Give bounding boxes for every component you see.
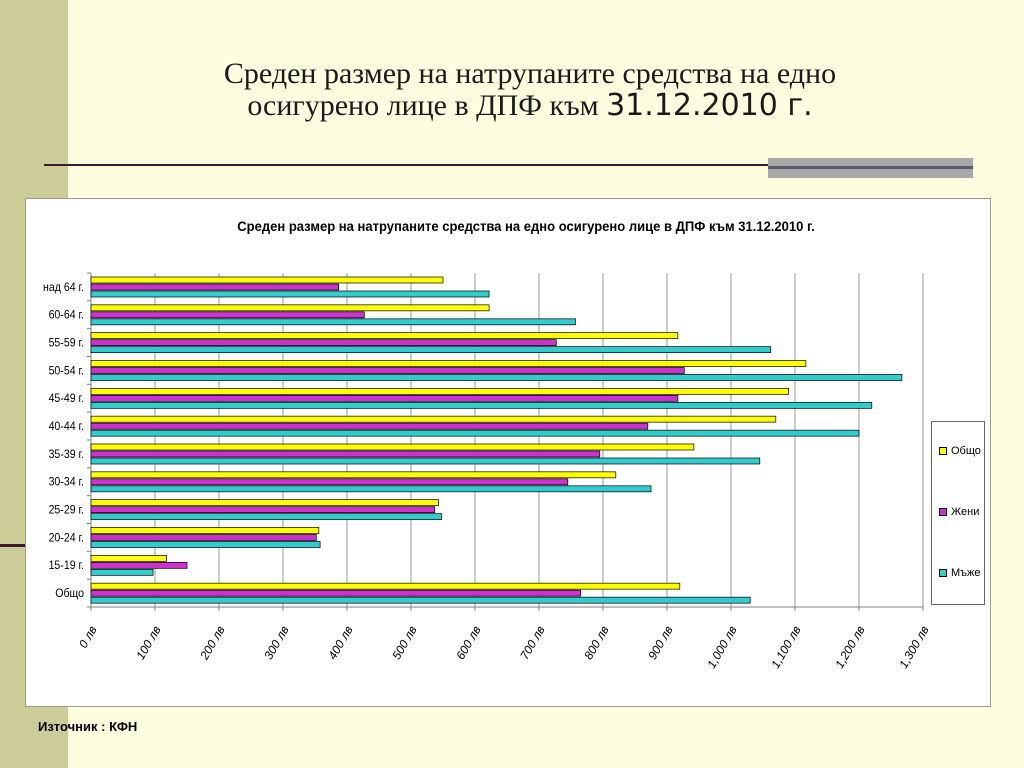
legend-swatch-zheni (939, 508, 947, 516)
bar-mazhe (90, 374, 903, 381)
bar-obshto (90, 415, 777, 423)
bar-obshto (90, 499, 439, 507)
bar-zheni (90, 394, 679, 402)
bar-mazhe (90, 541, 321, 548)
bar-obshto (90, 332, 679, 340)
bar-zheni (90, 283, 340, 291)
category-label: 45-49 г. (49, 393, 84, 406)
slide-title: Среден размер на натрупаните средства на… (90, 58, 970, 122)
bar-zheni (90, 506, 436, 514)
category-label: 50-54 г. (49, 365, 84, 378)
category-label: 40-44 г. (49, 421, 84, 434)
slide-title-line2-text: осигурено лице в ДПФ към (247, 89, 607, 122)
bar-mazhe (90, 485, 652, 493)
category-label: 15-19 г. (49, 560, 84, 573)
title-divider-grey-line (768, 166, 973, 169)
slide-title-line1: Среден размер на натрупаните средства на… (223, 57, 837, 90)
legend-swatch-obshto (939, 447, 947, 455)
chart-legend: Общо Жени Мъже (931, 421, 985, 605)
x-tick-label: 0 лв (76, 624, 100, 651)
legend-label-zheni: Жени (951, 506, 980, 518)
bar-zheni (90, 339, 557, 347)
bar-obshto (90, 471, 617, 479)
bar-mazhe (90, 457, 761, 465)
category-label: 30-34 г. (49, 476, 84, 489)
legend-item-mazhe: Мъже (939, 567, 981, 579)
bar-obshto (90, 276, 444, 284)
x-tick-label: 100 лв (133, 624, 163, 663)
bar-mazhe (90, 513, 443, 521)
legend-label-mazhe: Мъже (951, 567, 981, 579)
x-tick-label: 400 лв (325, 624, 355, 663)
legend-label-obshto: Общо (951, 445, 981, 457)
bar-zheni (90, 534, 317, 541)
bar-mazhe (90, 596, 751, 604)
bar-obshto (90, 387, 789, 395)
bar-obshto (90, 360, 807, 367)
x-tick-label: 1,000 лв (704, 624, 739, 671)
bar-obshto (90, 443, 695, 451)
x-tick-label: 1,200 лв (832, 624, 867, 671)
title-divider (44, 164, 772, 166)
bar-mazhe (90, 290, 490, 298)
bar-mazhe (90, 429, 860, 437)
category-label: 55-59 г. (49, 337, 84, 350)
bar-zheni (90, 478, 569, 486)
bar-zheni (90, 367, 685, 374)
bar-zheni (90, 422, 649, 430)
category-label: Общо (55, 588, 84, 601)
x-tick-label: 900 лв (645, 624, 675, 663)
bar-obshto (90, 554, 167, 562)
bar-mazhe (90, 346, 772, 354)
category-label: над 64 г. (43, 281, 84, 294)
chart-title: Среден размер на натрупаните средства на… (237, 218, 815, 234)
slide-title-date: 31.12.2010 г. (606, 88, 813, 123)
slide-title-line2: осигурено лице в ДПФ към 31.12.2010 г. (90, 90, 970, 122)
legend-item-obshto: Общо (939, 445, 981, 457)
left-accent-rule (0, 544, 26, 547)
bar-zheni (90, 450, 601, 458)
legend-item-zheni: Жени (939, 506, 979, 518)
category-label: 60-64 г. (49, 309, 84, 322)
bar-obshto (90, 582, 681, 590)
source-note: Източник : КФН (38, 719, 138, 734)
bar-mazhe (90, 401, 873, 409)
x-tick-label: 1,100 лв (768, 624, 803, 671)
x-tick-label: 700 лв (517, 624, 547, 663)
bar-chart: над 64 г. 60-64 г. 55-59 г. 50-54 г. 45-49 г… (43, 272, 932, 671)
x-tick-label: 300 лв (261, 624, 291, 663)
bar-obshto (90, 304, 490, 312)
x-tick-label: 200 лв (197, 624, 228, 663)
x-tick-label: 800 лв (581, 624, 611, 663)
bar-mazhe (90, 568, 154, 576)
x-tick-label: 1,300 лв (896, 624, 931, 671)
legend-swatch-mazhe (939, 569, 947, 577)
bar-zheni (90, 311, 365, 319)
category-label: 20-24 г. (49, 532, 84, 545)
x-tick-label: 500 лв (389, 624, 419, 663)
bar-zheni (90, 589, 581, 597)
bar-mazhe (90, 318, 576, 326)
bar-zheni (90, 561, 188, 569)
bar-obshto (90, 527, 320, 534)
x-tick-label: 600 лв (453, 624, 483, 663)
chart-frame: над 64 г. 60-64 г. 55-59 г. 50-54 г. 45-49 г… (25, 198, 991, 707)
category-label: 25-29 г. (49, 504, 84, 517)
category-label: 35-39 г. (49, 448, 84, 461)
